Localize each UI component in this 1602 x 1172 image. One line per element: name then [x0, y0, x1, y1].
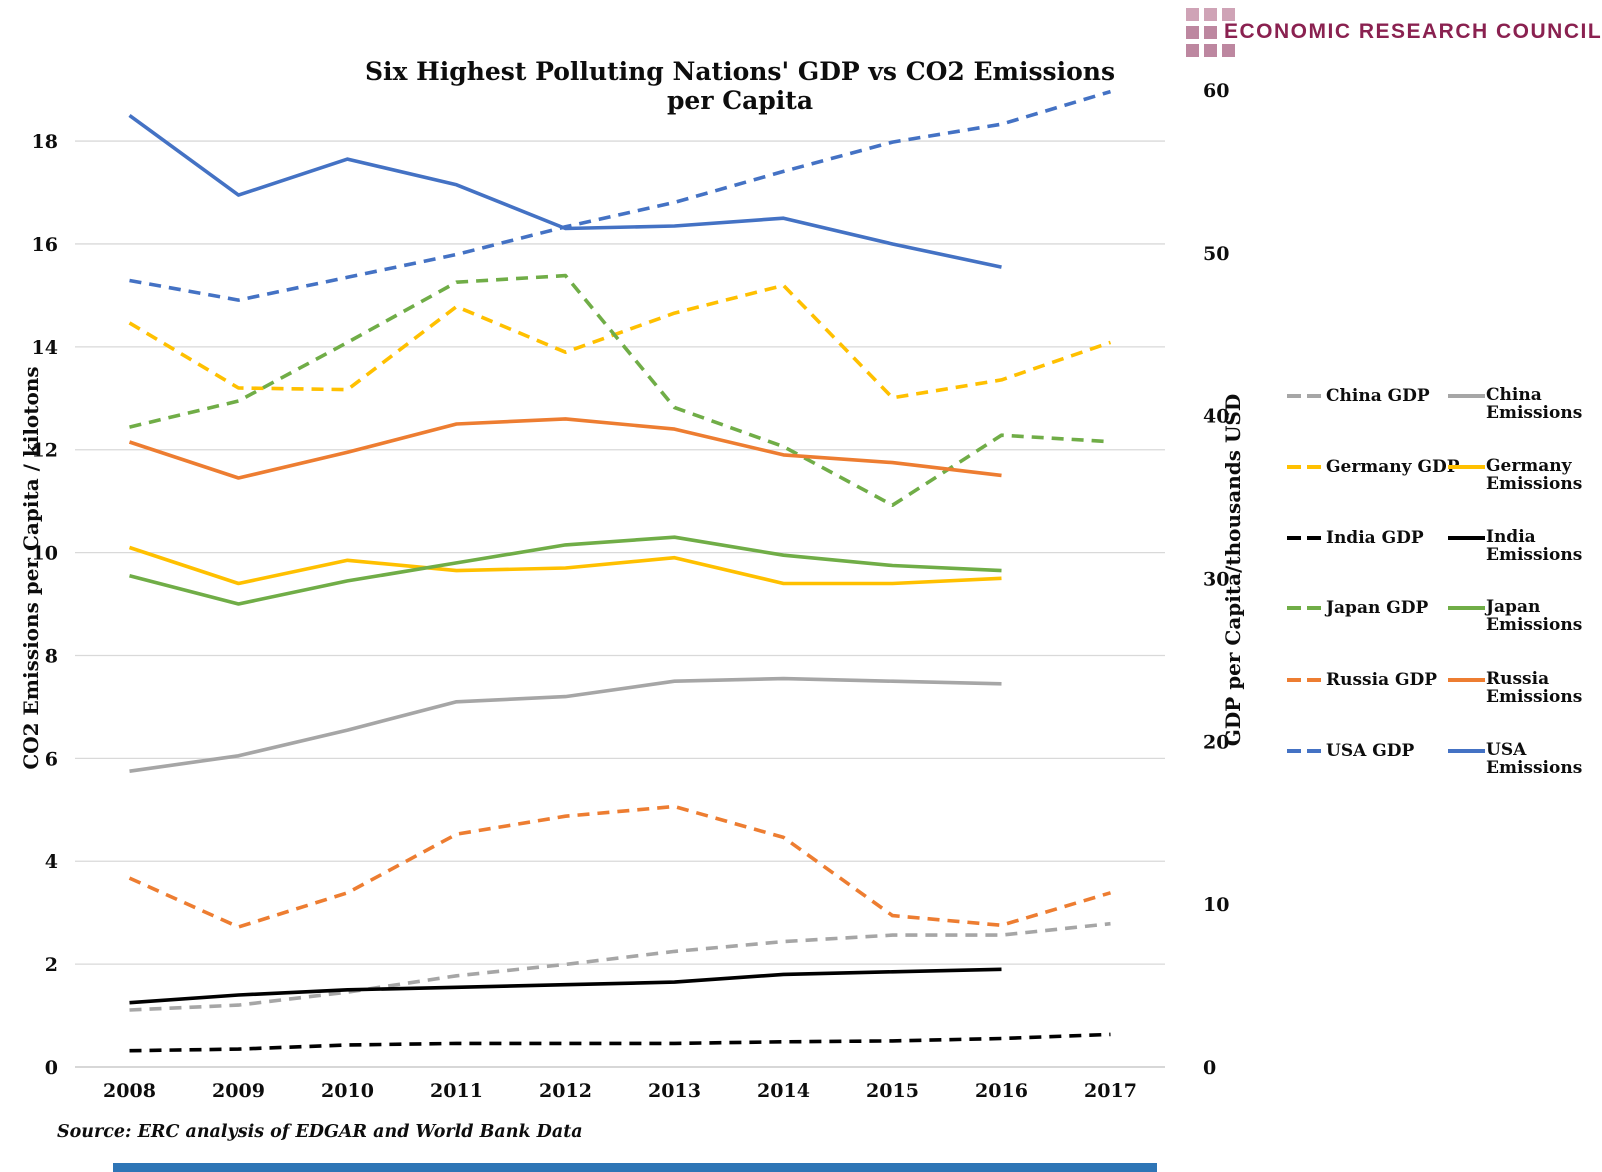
logo-square — [1186, 8, 1199, 21]
series-line-china-emissions — [129, 676, 1002, 773]
legend-row-china: China GDP China Emissions — [1287, 386, 1599, 448]
x-axis-tick-2014: 2014 — [757, 1080, 810, 1102]
right-axis-tick-50: 50 — [1203, 243, 1229, 265]
legend-dashed-sample-china-gdp — [1287, 394, 1321, 398]
left-axis-tick-8: 8 — [45, 645, 58, 667]
series-line-russia-gdp — [128, 804, 1112, 929]
left-axis-tick-14: 14 — [32, 337, 58, 359]
legend-label-russia-gdp: Russia GDP — [1326, 670, 1438, 690]
left-axis-tick-6: 6 — [45, 748, 58, 770]
series-line-india-gdp — [129, 1032, 1111, 1053]
x-axis-tick-2011: 2011 — [430, 1080, 483, 1102]
legend-dashed-sample-india-gdp — [1287, 536, 1321, 540]
right-axis-tick-60: 60 — [1203, 80, 1229, 102]
left-axis-tick-0: 0 — [45, 1057, 58, 1079]
legend-solid-sample-japan-emissions — [1448, 606, 1485, 610]
series-line-usa-emissions — [128, 113, 1002, 269]
x-axis-tick-2015: 2015 — [866, 1080, 919, 1102]
erc-logo-mark — [1186, 8, 1235, 57]
legend-solid-sample-india-emissions — [1448, 536, 1485, 540]
legend-label-japan-emissions: Japan Emissions — [1486, 597, 1583, 635]
right-axis-tick-0: 0 — [1203, 1057, 1216, 1079]
legend-row-russia: Russia GDP Russia Emissions — [1287, 670, 1599, 732]
erc-logo-text: ECONOMIC RESEARCH COUNCIL — [1224, 20, 1602, 43]
legend-solid-sample-germany-emissions — [1448, 465, 1485, 469]
legend-label-usa-gdp: USA GDP — [1326, 741, 1415, 761]
legend-label-russia-emissions: Russia Emissions — [1486, 669, 1583, 707]
x-axis-tick-2009: 2009 — [212, 1080, 265, 1102]
legend-solid-sample-usa-emissions — [1448, 749, 1485, 753]
series-line-usa-gdp — [129, 89, 1112, 302]
x-axis-tick-2010: 2010 — [321, 1080, 374, 1102]
series-line-china-gdp — [129, 921, 1111, 1012]
right-axis-tick-10: 10 — [1203, 894, 1229, 916]
legend-label-india-gdp: India GDP — [1326, 528, 1424, 548]
x-axis-tick-2016: 2016 — [975, 1080, 1028, 1102]
left-axis-tick-4: 4 — [45, 851, 58, 873]
left-axis-tick-2: 2 — [45, 954, 58, 976]
series-line-japan-emissions — [129, 535, 1002, 606]
erc-logo: ECONOMIC RESEARCH COUNCIL — [1186, 8, 1601, 58]
x-axis-tick-2012: 2012 — [539, 1080, 592, 1102]
source-note: Source: ERC analysis of EDGAR and World … — [57, 1122, 583, 1142]
right-axis-tick-30: 30 — [1203, 569, 1229, 591]
x-axis-tick-2017: 2017 — [1084, 1080, 1137, 1102]
legend-label-germany-gdp: Germany GDP — [1326, 457, 1460, 477]
left-axis-tick-10: 10 — [32, 543, 58, 565]
legend-row-usa: USA GDP USA Emissions — [1287, 741, 1599, 803]
series-line-germany-emissions — [128, 545, 1002, 586]
legend-solid-sample-china-emissions — [1448, 394, 1485, 398]
logo-square — [1186, 44, 1199, 57]
legend-row-india: India GDP India Emissions — [1287, 528, 1599, 590]
logo-square — [1186, 26, 1199, 39]
legend-label-germany-emissions: Germany Emissions — [1486, 456, 1583, 494]
legend-label-japan-gdp: Japan GDP — [1326, 598, 1429, 618]
legend-dashed-sample-usa-gdp — [1287, 749, 1321, 753]
legend-label-usa-emissions: USA Emissions — [1486, 740, 1583, 778]
legend-dashed-sample-germany-gdp — [1287, 465, 1321, 469]
legend-dashed-sample-japan-gdp — [1287, 606, 1321, 610]
legend-solid-sample-russia-emissions — [1448, 678, 1485, 682]
chart-legend: China GDP China Emissions Germany GDP Germa… — [1287, 0, 1599, 810]
logo-square — [1204, 8, 1217, 21]
series-line-germany-gdp — [128, 283, 1112, 400]
legend-label-china-gdp: China GDP — [1326, 386, 1430, 406]
logo-square — [1204, 44, 1217, 57]
logo-square — [1222, 44, 1235, 57]
chart-title: Six Highest Polluting Nations' GDP vs CO… — [364, 57, 1116, 115]
legend-row-germany: Germany GDP Germany Emissions — [1287, 457, 1599, 519]
left-axis-tick-16: 16 — [32, 234, 58, 256]
series-line-india-emissions — [129, 967, 1002, 1005]
bottom-bar — [113, 1163, 1157, 1172]
right-axis-tick-20: 20 — [1203, 731, 1229, 753]
legend-row-japan: Japan GDP Japan Emissions — [1287, 598, 1599, 660]
left-axis-tick-12: 12 — [32, 440, 58, 462]
x-axis-tick-2013: 2013 — [648, 1080, 701, 1102]
series-line-russia-emissions — [128, 417, 1002, 480]
legend-dashed-sample-russia-gdp — [1287, 678, 1321, 682]
legend-label-india-emissions: India Emissions — [1486, 527, 1583, 565]
left-axis-tick-18: 18 — [32, 131, 58, 153]
legend-label-china-emissions: China Emissions — [1486, 385, 1583, 423]
x-axis-tick-2008: 2008 — [103, 1080, 156, 1102]
right-axis-tick-40: 40 — [1203, 406, 1229, 428]
logo-square — [1222, 8, 1235, 21]
logo-square — [1204, 26, 1217, 39]
